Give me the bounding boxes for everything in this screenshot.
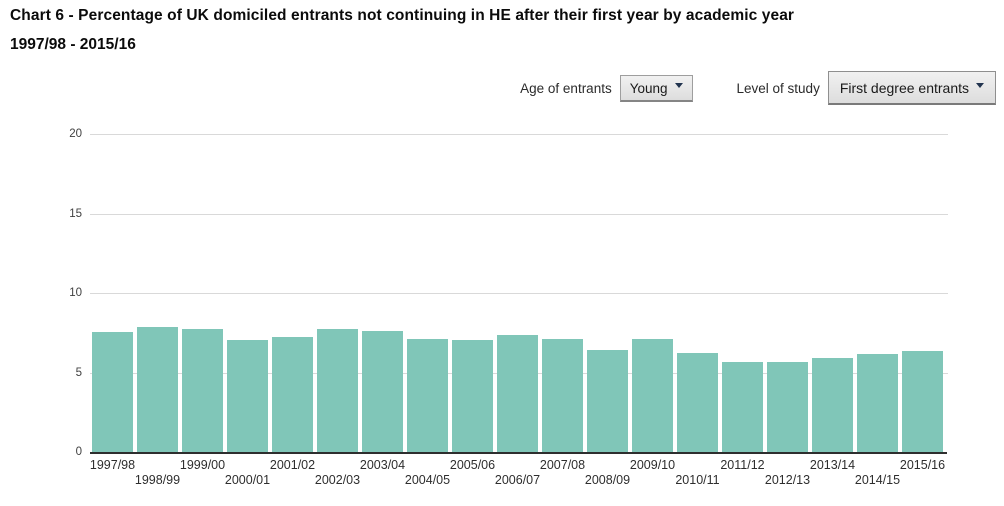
caret-down-icon xyxy=(674,83,683,88)
x-axis-label: 2010/11 xyxy=(675,473,720,487)
x-axis-label: 2012/13 xyxy=(764,473,811,487)
level-of-study-label: Level of study xyxy=(736,80,820,96)
x-axis-label: 2013/14 xyxy=(809,458,856,472)
bar-1998-99[interactable] xyxy=(137,327,178,453)
gridline xyxy=(90,213,948,215)
bar-2006-07[interactable] xyxy=(497,335,538,453)
gridline xyxy=(90,134,948,135)
level-of-study-control: Level of study First degree entrants xyxy=(737,71,996,105)
x-axis-label: 2002/03 xyxy=(314,473,361,487)
x-axis-label: 2008/09 xyxy=(584,473,631,487)
bar-2002-03[interactable] xyxy=(317,328,358,453)
bar-2012-13[interactable] xyxy=(767,362,808,453)
bar-2000-01[interactable] xyxy=(227,340,268,453)
age-of-entrants-dropdown[interactable]: Young xyxy=(619,74,693,102)
x-axis-label: 2007/08 xyxy=(539,458,586,472)
bar-2005-06[interactable] xyxy=(452,340,493,453)
y-axis-label: 20 xyxy=(69,128,82,140)
bar-2007-08[interactable] xyxy=(542,338,583,453)
bar-2011-12[interactable] xyxy=(722,362,763,453)
age-of-entrants-value: Young xyxy=(629,80,668,96)
x-axis-line xyxy=(90,452,947,454)
plot-area xyxy=(90,134,948,453)
x-axis-label: 2000/01 xyxy=(224,473,271,487)
filter-controls: Age of entrants Young Level of study Fir… xyxy=(520,68,996,108)
x-axis-label: 2014/15 xyxy=(854,473,901,487)
x-axis-label: 1999/00 xyxy=(179,458,226,472)
y-axis-label: 15 xyxy=(69,207,82,220)
y-axis-label: 0 xyxy=(75,446,82,458)
x-axis-label: 2003/04 xyxy=(359,458,406,472)
bar-1999-00[interactable] xyxy=(182,328,223,453)
bar-2004-05[interactable] xyxy=(407,338,448,453)
bar-2014-15[interactable] xyxy=(857,354,898,453)
x-axis-label: 2011/12 xyxy=(720,458,765,472)
bar-2013-14[interactable] xyxy=(812,357,853,453)
x-axis-label: 2009/10 xyxy=(629,458,676,472)
y-axis-label: 5 xyxy=(75,366,82,379)
bar-2001-02[interactable] xyxy=(272,336,313,453)
x-axis-label: 2006/07 xyxy=(494,473,541,487)
chart-title: Chart 6 - Percentage of UK domiciled ent… xyxy=(10,7,795,24)
x-axis-label: 2001/02 xyxy=(269,458,316,472)
bar-2003-04[interactable] xyxy=(362,330,403,453)
age-of-entrants-control: Age of entrants Young xyxy=(520,74,693,102)
age-of-entrants-label: Age of entrants xyxy=(520,80,612,96)
gridline xyxy=(90,293,948,294)
x-axis-label: 1997/98 xyxy=(89,458,136,472)
bar-2008-09[interactable] xyxy=(587,349,628,453)
x-axis-label: 2005/06 xyxy=(449,458,496,472)
bar-2009-10[interactable] xyxy=(632,338,673,453)
caret-down-icon xyxy=(976,83,984,88)
bar-2010-11[interactable] xyxy=(677,352,718,453)
y-axis-label: 10 xyxy=(69,287,82,299)
level-of-study-dropdown[interactable]: First degree entrants xyxy=(827,71,996,105)
x-axis-label: 1998/99 xyxy=(134,473,181,487)
level-of-study-value: First degree entrants xyxy=(839,80,969,96)
x-axis-label: 2004/05 xyxy=(404,473,451,487)
x-axis-label: 2015/16 xyxy=(899,458,946,472)
bar-2015-16[interactable] xyxy=(902,351,943,453)
bar-1997-98[interactable] xyxy=(92,332,133,453)
chart-subtitle: 1997/98 - 2015/16 xyxy=(10,36,136,53)
